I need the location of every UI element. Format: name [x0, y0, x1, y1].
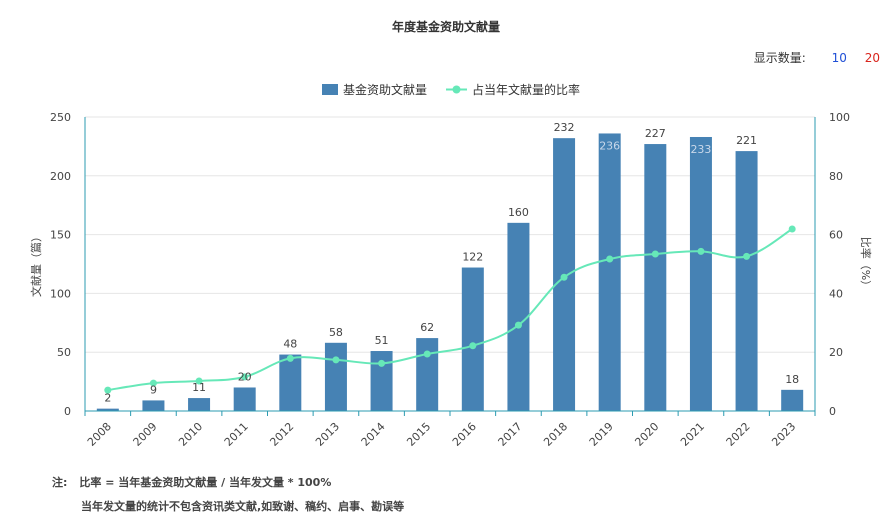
rate-point[interactable] — [606, 255, 614, 263]
y2-tick-label: 40 — [829, 287, 843, 300]
x-tick-label: 2016 — [450, 420, 479, 449]
rate-point[interactable] — [241, 373, 249, 381]
bar-value-label: 51 — [375, 334, 389, 347]
y-tick-label: 100 — [50, 287, 71, 300]
legend-line-label[interactable]: 占当年文献量的比率 — [472, 82, 580, 97]
legend-bar-swatch — [322, 84, 338, 95]
bar[interactable] — [188, 398, 211, 411]
y2-tick-label: 20 — [829, 346, 843, 359]
x-tick-label: 2019 — [587, 420, 616, 449]
y-tick-label: 200 — [50, 170, 71, 183]
bar-value-label: 58 — [329, 326, 343, 339]
bar[interactable] — [735, 151, 758, 411]
rate-point[interactable] — [651, 250, 659, 258]
bar[interactable] — [370, 351, 393, 411]
rate-point[interactable] — [104, 386, 112, 394]
rate-point[interactable] — [514, 321, 522, 329]
bar-value-label: 122 — [462, 251, 483, 264]
chart-title: 年度基金资助文献量 — [391, 20, 500, 34]
x-tick-label: 2023 — [769, 420, 798, 449]
bar[interactable] — [689, 136, 712, 411]
bar-value-label: 11 — [192, 381, 206, 394]
bar[interactable] — [324, 342, 347, 411]
bar-value-label: 160 — [508, 206, 529, 219]
x-tick-label: 2014 — [359, 420, 388, 449]
bar-value-label: 236 — [599, 139, 620, 152]
x-tick-label: 2022 — [724, 420, 753, 449]
x-tick-label: 2017 — [496, 420, 525, 449]
x-tick-label: 2018 — [541, 420, 570, 449]
note-line-1: 比率 = 当年基金资助文献量 / 当年发文量 * 100% — [79, 476, 332, 489]
legend: 基金资助文献量 占当年文献量的比率 — [322, 82, 580, 97]
rate-point[interactable] — [286, 354, 294, 362]
rate-point[interactable] — [560, 273, 568, 281]
y-tick-label: 250 — [50, 111, 71, 124]
x-tick-label: 2008 — [85, 420, 114, 449]
note-line-2: 当年发文量的统计不包含资讯类文献,如致谢、稿约、启事、勘误等 — [81, 500, 405, 513]
bar[interactable] — [233, 387, 256, 411]
x-tick-label: 2009 — [131, 420, 160, 449]
bar[interactable] — [507, 222, 530, 411]
rate-point[interactable] — [423, 350, 431, 358]
y2-tick-label: 0 — [829, 405, 836, 418]
bar[interactable] — [142, 400, 165, 411]
bar-value-label: 221 — [736, 134, 757, 147]
display-count-option-10[interactable]: 10 — [831, 51, 847, 65]
x-tick-label: 2012 — [267, 420, 296, 449]
y-tick-label: 0 — [64, 405, 71, 418]
bar[interactable] — [96, 408, 119, 411]
y2-tick-label: 100 — [829, 111, 850, 124]
bar-series — [96, 133, 804, 412]
bar-value-label: 227 — [645, 127, 666, 140]
line-series — [104, 225, 796, 394]
rate-point[interactable] — [332, 356, 340, 364]
rate-point[interactable] — [788, 225, 796, 233]
legend-line-marker — [452, 85, 461, 94]
y-tick-label: 150 — [50, 229, 71, 242]
x-tick-label: 2011 — [222, 420, 251, 449]
bar-value-label: 48 — [283, 338, 297, 351]
legend-bar-label[interactable]: 基金资助文献量 — [343, 82, 427, 97]
bar-value-label: 2 — [104, 392, 111, 405]
bar-value-label: 20 — [238, 370, 252, 383]
bar[interactable] — [781, 389, 804, 411]
rate-line — [107, 228, 793, 392]
y2-tick-label: 60 — [829, 229, 843, 242]
rate-point[interactable] — [378, 359, 386, 367]
bar-value-label: 9 — [150, 383, 157, 396]
y2-tick-label: 80 — [829, 170, 843, 183]
bar-value-label: 62 — [420, 321, 434, 334]
x-tick-label: 2010 — [176, 420, 205, 449]
bar-value-label: 18 — [785, 373, 799, 386]
y-axis-title: 文献量（篇） — [29, 231, 43, 297]
bar-line-chart: 0 50 100 150 200 250 0 20 40 60 80 100 文献量（篇） 比率（%） 20… — [29, 82, 873, 449]
note-label: 注: — [52, 476, 68, 489]
y2-axis-title: 比率（%） — [859, 237, 873, 291]
display-count-option-20[interactable]: 20 — [864, 51, 880, 65]
bar[interactable] — [416, 338, 439, 411]
bar[interactable] — [279, 354, 302, 411]
display-count-label: 显示数量: — [753, 51, 806, 65]
rate-point[interactable] — [469, 342, 477, 350]
y-tick-label: 50 — [57, 346, 71, 359]
x-tick-label: 2020 — [632, 420, 661, 449]
rate-point[interactable] — [195, 377, 203, 385]
note-formula: 注: 比率 = 当年基金资助文献量 / 当年发文量 * 100% — [52, 474, 331, 490]
rate-point[interactable] — [149, 379, 157, 387]
bar-value-label: 233 — [690, 143, 711, 156]
x-tick-label: 2021 — [678, 420, 707, 449]
bar-value-label: 232 — [554, 121, 575, 134]
display-count-selector: 显示数量: 10 20 — [754, 49, 880, 66]
rate-point[interactable] — [697, 247, 705, 255]
bar[interactable] — [461, 267, 484, 411]
bar[interactable] — [598, 133, 621, 412]
bar[interactable] — [644, 144, 667, 411]
x-tick-label: 2015 — [404, 420, 433, 449]
data-labels: 2 9 11 20 48 58 51 62 122 160 232 236 227 233 221 18 — [104, 121, 799, 404]
rate-point[interactable] — [743, 252, 751, 260]
x-tick-label: 2013 — [313, 420, 342, 449]
